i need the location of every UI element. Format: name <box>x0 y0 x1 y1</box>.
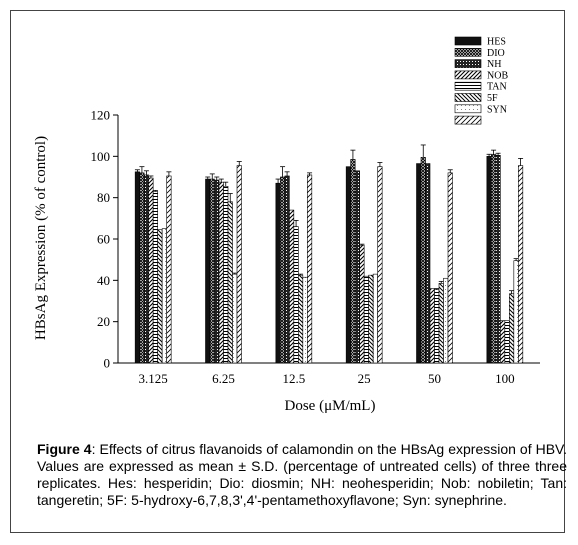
bar-tan <box>434 289 440 364</box>
bar-dio <box>209 178 215 364</box>
bar-syn <box>232 273 238 364</box>
legend-swatch <box>454 93 482 102</box>
legend-swatch <box>454 115 482 125</box>
bar-series-8 <box>447 172 453 364</box>
bar-series-8 <box>166 175 172 364</box>
legend-label: DIO <box>487 48 505 59</box>
bar-syn <box>372 273 378 364</box>
y-tick-label: 120 <box>91 108 111 123</box>
x-tick-label: 25 <box>358 371 371 386</box>
bar-dio <box>280 176 286 364</box>
legend-label: NOB <box>487 70 508 81</box>
bar-nob <box>500 320 506 364</box>
bar-series-8 <box>377 166 383 364</box>
axes: 0 20 40 60 80 100 120 3.125 6.25 12.5 25 50 100 <box>91 108 540 386</box>
bar-nh <box>425 163 431 364</box>
bar-hes <box>345 166 351 364</box>
bar-dio <box>491 153 497 364</box>
bar-tan <box>363 275 369 364</box>
y-tick-label: 20 <box>97 314 110 329</box>
bar-nob <box>148 177 154 364</box>
bar-5f <box>368 274 374 364</box>
bar-nh <box>495 155 501 364</box>
legend-label: 5F <box>487 93 498 104</box>
x-tick-label: 12.5 <box>282 371 305 386</box>
x-tick-label: 6.25 <box>212 371 235 386</box>
bar-series-8 <box>236 165 242 364</box>
bar-5f <box>157 229 163 364</box>
x-tick-label: 3.125 <box>139 371 168 386</box>
bar-syn <box>302 276 308 364</box>
bar-hes <box>275 182 281 364</box>
legend-label: HES <box>487 37 506 48</box>
bar-series-8 <box>518 165 524 364</box>
legend-label: NH <box>487 59 501 70</box>
bar-tan <box>293 226 299 364</box>
bar-series-8 <box>307 174 313 364</box>
legend-swatch <box>454 59 482 68</box>
bar-nob <box>359 244 365 364</box>
bar-nob <box>429 288 435 364</box>
legend-swatch <box>454 36 482 46</box>
bar-nh <box>354 170 360 364</box>
caption-text: : Effects of citrus flavanoids of calamo… <box>37 441 568 508</box>
bar-hes <box>416 163 422 364</box>
legend-swatch <box>454 70 482 80</box>
bar-tan <box>152 191 158 364</box>
bar-syn <box>513 260 519 364</box>
bar-nh <box>284 175 290 364</box>
y-tick-label: 0 <box>104 356 111 371</box>
bar-5f <box>227 201 233 364</box>
legend-label: SYN <box>487 104 507 115</box>
x-tick-label: 50 <box>428 371 441 386</box>
bar-nh <box>214 179 220 364</box>
legend-swatch <box>454 81 482 91</box>
bar-nh <box>143 174 149 364</box>
bar-tan <box>504 320 510 364</box>
bar-5f <box>298 274 304 364</box>
y-axis-label: HBsAg Expression (% of control) <box>33 136 49 340</box>
y-tick-label: 60 <box>97 232 110 247</box>
bars <box>134 144 524 364</box>
bar-hes <box>205 178 211 364</box>
legend-swatch <box>454 47 482 57</box>
bar-hes <box>134 171 140 364</box>
bar-dio <box>139 172 145 364</box>
figure-caption: Figure 4: Effects of citrus flavanoids o… <box>37 441 567 509</box>
y-tick-label: 80 <box>97 190 110 205</box>
bar-syn <box>443 277 449 364</box>
bar-hes <box>486 156 492 364</box>
bar-dio <box>420 157 426 364</box>
y-tick-label: 100 <box>91 149 111 164</box>
x-tick-label: 100 <box>495 371 515 386</box>
y-tick-label: 40 <box>97 273 110 288</box>
bar-5f <box>509 293 515 364</box>
bar-tan <box>223 186 229 364</box>
bar-syn <box>161 228 167 364</box>
caption-label: Figure 4 <box>37 441 92 457</box>
bar-dio <box>350 159 356 364</box>
legend-label: TAN <box>487 82 507 93</box>
bar-nob <box>289 209 295 364</box>
legend-swatch <box>454 104 482 114</box>
bar-5f <box>438 283 444 364</box>
bar-nob <box>218 181 224 364</box>
x-axis-label: Dose (μM/mL) <box>285 398 376 414</box>
